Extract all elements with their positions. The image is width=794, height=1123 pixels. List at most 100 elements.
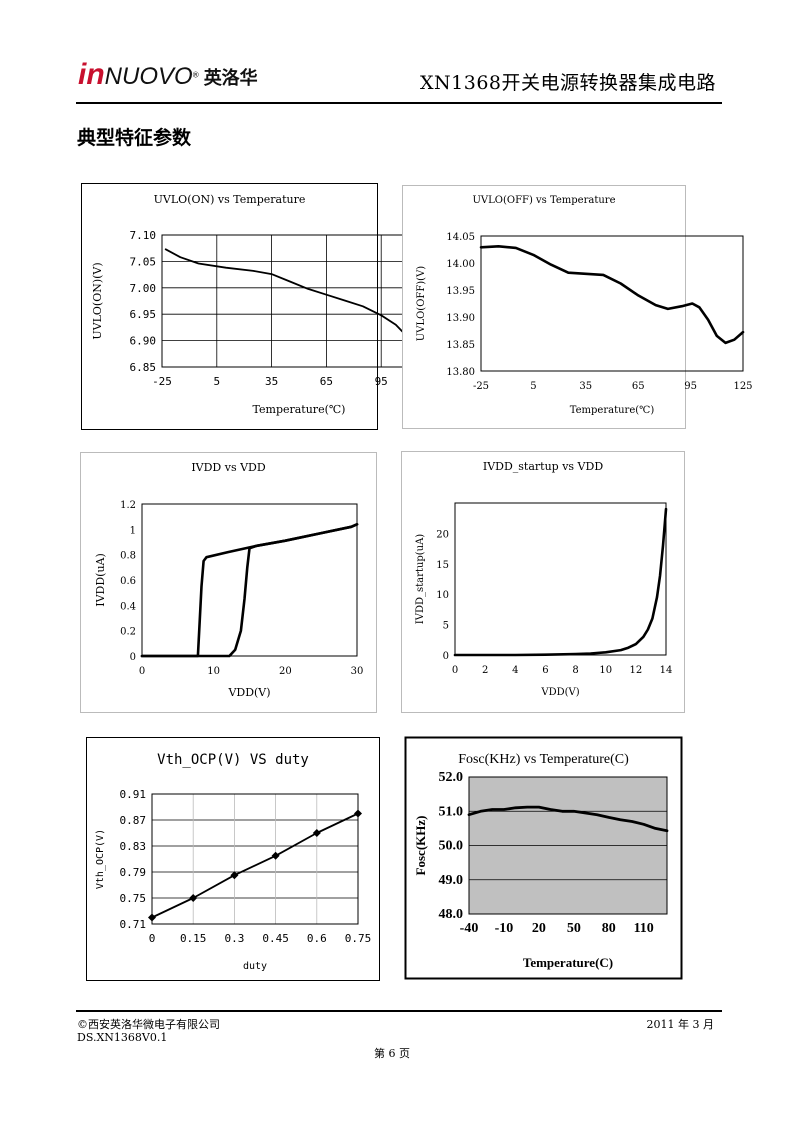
footer-date: 2011 年 3 月 (646, 1018, 714, 1031)
y-axis-label: Fosc(KHz) (413, 816, 428, 876)
chart-vth-ocp-vs-duty: Vth_OCP(V) VS duty 0.91 0.87 0.83 0.79 0.75 0.… (86, 737, 380, 981)
x-tick-label: -25 (152, 375, 172, 388)
x-tick-label: 6 (542, 665, 548, 676)
y-axis-label: UVLO(ON)(V) (91, 262, 104, 339)
plot-area-border (141, 503, 358, 657)
y-tick-label: 15 (436, 560, 449, 571)
chart-svg: UVLO(OFF) vs Temperature 14.05 14.00 13.95 1… (402, 185, 753, 429)
y-tick-label: 0.75 (120, 892, 147, 905)
x-tick-label: 0.6 (307, 932, 327, 945)
x-tick-label: 10 (599, 665, 612, 676)
logo-mark: in (78, 58, 105, 91)
x-tick-label: 8 (572, 665, 578, 676)
y-tick-label: 0.6 (120, 576, 136, 587)
x-axis-label: Temperature(℃) (570, 405, 655, 416)
x-tick-label: 35 (579, 381, 592, 392)
x-tick-label: 110 (634, 921, 654, 936)
y-axis-label: UVLO(OFF)(V) (416, 266, 427, 341)
chart-svg: UVLO(ON) vs Temperature 7.10 7.05 7.00 6.95 6… (81, 183, 446, 430)
x-tick-label: 14 (660, 665, 673, 676)
y-tick-label: 52.0 (439, 770, 464, 785)
footer-company: ©西安英洛华微电子有限公司 (77, 1018, 220, 1031)
y-tick-label: 0 (443, 651, 449, 662)
data-point-marker (148, 913, 156, 922)
plot-area-border (480, 235, 744, 372)
y-tick-label: 7.00 (130, 282, 157, 295)
x-tick-label: 0.75 (345, 932, 372, 945)
x-tick-label: 0 (139, 666, 145, 677)
y-tick-label: 0.71 (120, 918, 147, 931)
y-tick-label: 13.95 (446, 286, 475, 297)
data-point-marker (354, 809, 362, 818)
chart-title: Fosc(KHz) vs Temperature(C) (458, 752, 629, 767)
x-tick-label: 20 (532, 921, 546, 936)
y-tick-label: 6.95 (130, 308, 157, 321)
y-tick-label: 7.05 (130, 255, 157, 268)
x-tick-label: 5 (213, 375, 220, 388)
x-tick-label: 125 (733, 381, 752, 392)
chart-title: UVLO(ON) vs Temperature (154, 193, 306, 206)
y-tick-label: 13.80 (446, 367, 475, 378)
x-tick-label: 10 (207, 666, 220, 677)
x-tick-label: 12 (629, 665, 642, 676)
chart-title: Vth_OCP(V) VS duty (157, 752, 309, 768)
chart-title: IVDD_startup vs VDD (483, 460, 603, 473)
x-axis-label: Temperature(C) (523, 955, 613, 970)
x-axis-label: duty (243, 961, 267, 972)
y-axis-label: Vth_OCP(V) (95, 829, 106, 889)
data-point-marker (271, 851, 280, 860)
x-tick-label: 0.15 (180, 932, 207, 945)
x-axis-label: VDD(V) (227, 686, 270, 699)
x-tick-label: 0.3 (224, 932, 244, 945)
y-tick-label: 14.00 (446, 259, 475, 270)
y-tick-label: 6.90 (130, 335, 157, 348)
x-tick-label: 80 (602, 921, 616, 936)
y-tick-label: 14.05 (446, 232, 475, 243)
x-tick-label: -25 (473, 381, 489, 392)
series-line (140, 523, 359, 658)
company-logo: inNUOVO® 英洛华 (78, 58, 268, 91)
series-line (479, 244, 745, 345)
chart-frame (86, 737, 380, 981)
chart-title: IVDD vs VDD (191, 461, 266, 474)
x-tick-label: 0.45 (262, 932, 289, 945)
x-tick-label: -10 (495, 921, 514, 936)
y-tick-label: 51.0 (439, 804, 464, 819)
page-number: 第 6 页 (374, 1047, 410, 1060)
section-title: 典型特征参数 (77, 127, 192, 149)
series-line (453, 507, 668, 657)
chart-svg: IVDD_startup vs VDD 20 15 10 5 00 2 4 6 8 10 12 14 VD… (401, 451, 685, 713)
x-tick-label: 65 (320, 375, 333, 388)
chart-uvlo-off-vs-temperature: UVLO(OFF) vs Temperature 14.05 14.00 13.95 1… (402, 185, 753, 429)
y-tick-label: 1 (130, 525, 136, 536)
y-tick-label: 0.91 (120, 788, 147, 801)
y-axis-label: IVDD(uA) (94, 553, 107, 607)
chart-fosc-vs-temperature: Fosc(KHz) vs Temperature(C) 52.0 51.0 50.0 4… (404, 736, 683, 980)
y-tick-label: 0.79 (120, 866, 147, 879)
x-tick-label: 20 (279, 666, 292, 677)
chart-frame (401, 451, 685, 713)
logo-word: NUOVO (104, 63, 193, 90)
x-axis-label: VDD(V) (540, 687, 579, 698)
x-tick-label: 95 (684, 381, 697, 392)
y-tick-label: 7.10 (130, 229, 157, 242)
chart-svg: Fosc(KHz) vs Temperature(C) 52.0 51.0 50.0 4… (404, 736, 683, 980)
x-tick-label: 0 (149, 932, 156, 945)
y-tick-label: 0.87 (120, 814, 147, 827)
y-tick-label: 13.90 (446, 313, 475, 324)
x-tick-label: 95 (375, 375, 388, 388)
chart-frame (81, 183, 378, 430)
y-tick-label: 0.8 (120, 551, 136, 562)
y-tick-label: 6.85 (130, 361, 157, 374)
y-axis-label: IVDD_startup(uA) (415, 534, 426, 625)
logo-chinese-name: 英洛华 (203, 68, 258, 89)
chart-ivdd-startup-vs-vdd: IVDD_startup vs VDD 20 15 10 5 0 0 2 4 6 8 10 12 14 VD… (401, 451, 685, 713)
registered-mark: ® (192, 70, 199, 80)
series-line (467, 805, 669, 833)
chart-frame (80, 452, 377, 713)
header-divider (76, 102, 722, 104)
x-tick-label: 0 (452, 665, 458, 676)
x-axis-label: Temperature(℃) (253, 403, 346, 416)
data-point-marker (189, 894, 198, 902)
x-tick-label: 50 (567, 921, 581, 936)
